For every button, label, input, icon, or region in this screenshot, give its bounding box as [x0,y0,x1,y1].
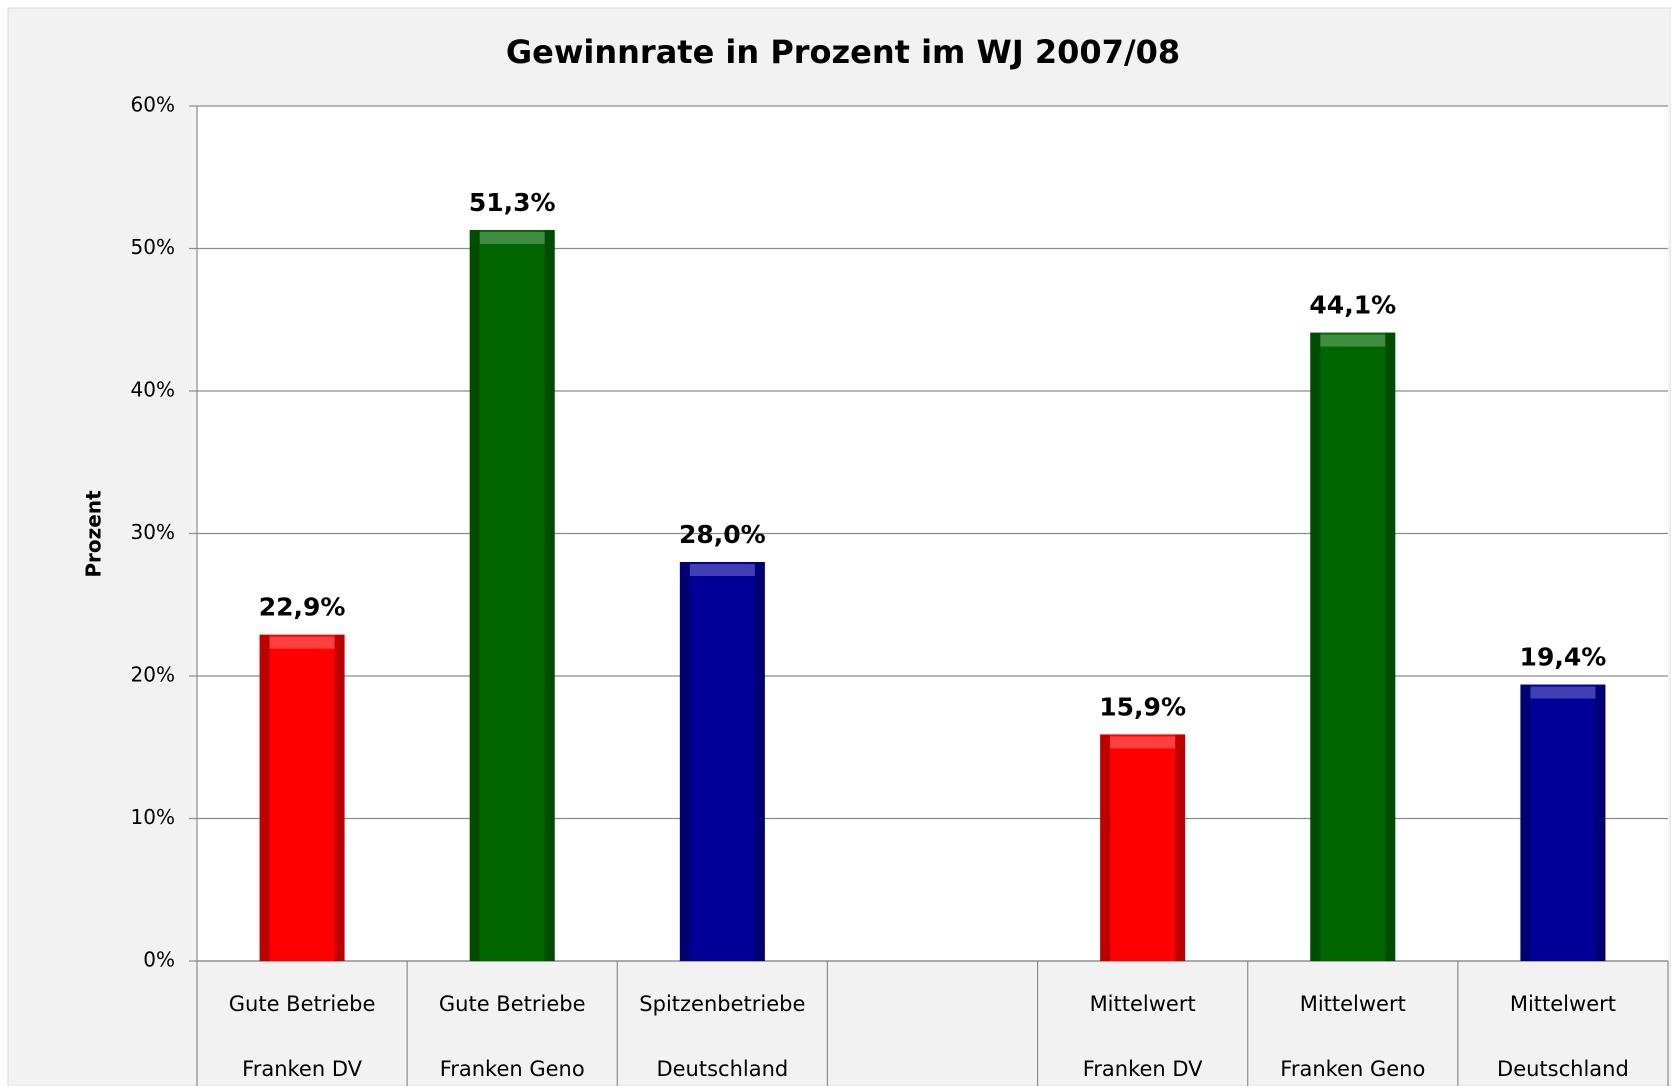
bar-highlight [1530,686,1596,699]
bar-highlight [479,231,545,244]
data-label: 22,9% [259,593,346,622]
bar [679,562,765,961]
y-tick-label: 30% [131,520,175,544]
data-label: 19,4% [1520,643,1607,672]
y-tick-label: 40% [131,378,175,402]
x-tick-label: Mittelwert [1300,992,1406,1016]
x-tick-label: Deutschland [656,1057,788,1081]
bar-shade-right [754,562,765,961]
bar-shade-left [469,229,480,962]
x-tick-label: Gute Betriebe [439,992,586,1016]
bar [1520,684,1606,961]
bar-shade-left [1100,734,1111,961]
bar-shade-left [259,634,270,961]
data-label: 15,9% [1099,692,1186,721]
bar-highlight [1110,736,1176,749]
bar-shade-left [679,562,690,961]
y-tick-label: 0% [143,948,175,972]
bar-shade-right [1595,684,1606,961]
chart-title: Gewinnrate in Prozent im WJ 2007/08 [506,33,1180,71]
bar-shade-right [334,634,345,961]
bar-shade-left [1520,684,1531,961]
bar-shade-right [1385,332,1396,961]
bar [1100,734,1186,961]
x-tick-label: Franken DV [1083,1057,1203,1081]
x-tick-label: Mittelwert [1090,992,1196,1016]
bar-highlight [1320,334,1386,347]
x-tick-label: Franken Geno [440,1057,585,1081]
bar [469,229,555,962]
y-tick-label: 10% [131,805,175,829]
bar [259,634,345,961]
data-label: 44,1% [1309,291,1396,320]
y-tick-label: 50% [131,235,175,259]
y-tick-label: 20% [131,663,175,687]
bar-shade-right [1175,734,1186,961]
data-label: 51,3% [469,188,556,217]
bar-highlight [269,636,335,649]
x-tick-label: Franken Geno [1280,1057,1425,1081]
bar-shade-right [544,229,555,962]
y-tick-label: 60% [131,93,175,117]
x-tick-label: Mittelwert [1510,992,1616,1016]
y-axis-label: Prozent [82,490,106,578]
bar [1310,332,1396,961]
x-tick-label: Franken DV [242,1057,362,1081]
data-label: 28,0% [679,520,766,549]
x-tick-label: Gute Betriebe [229,992,376,1016]
bar-highlight [689,564,755,576]
bar-shade-left [1310,332,1321,961]
x-tick-label: Spitzenbetriebe [639,992,805,1016]
x-tick-label: Deutschland [1497,1057,1629,1081]
